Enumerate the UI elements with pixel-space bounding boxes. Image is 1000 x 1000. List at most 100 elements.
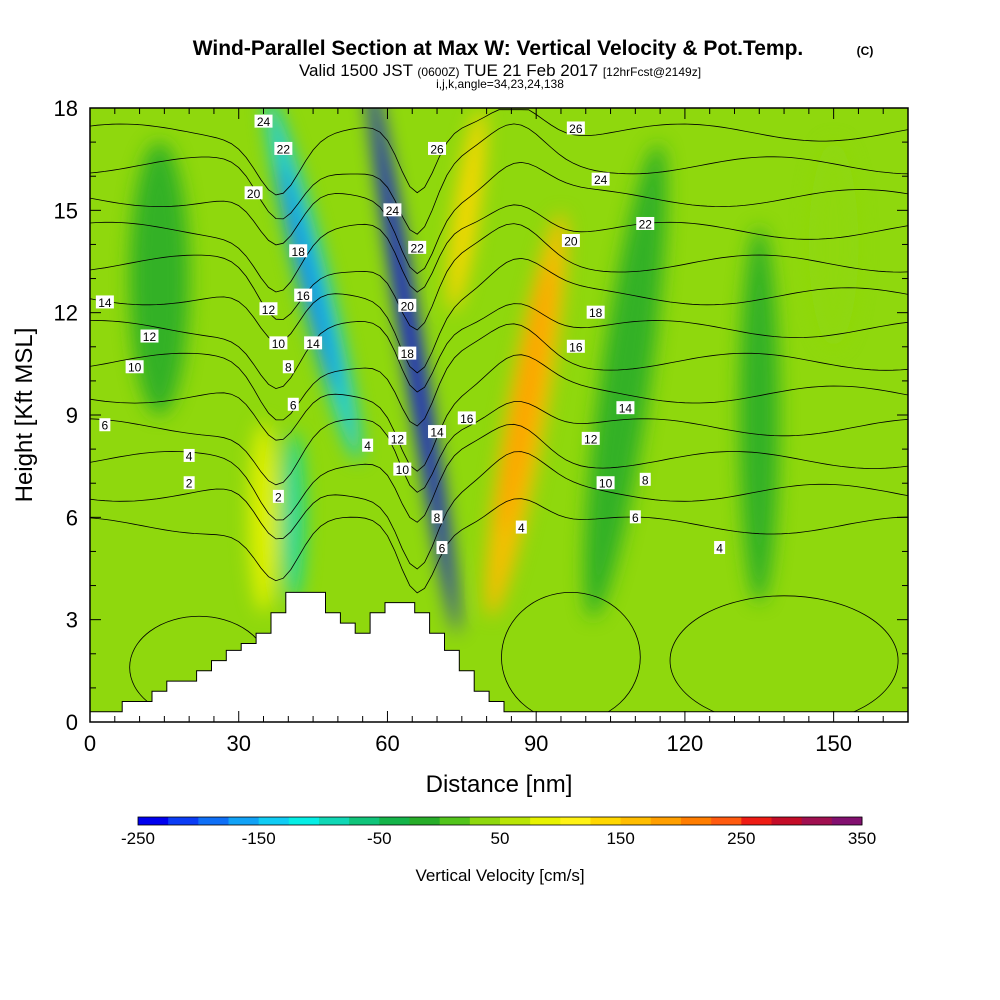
contour-label: 6 (629, 510, 641, 525)
contour-label: 14 (428, 425, 447, 440)
colorbar-tick-label: -250 (121, 829, 155, 848)
contour-label: 14 (616, 401, 635, 416)
contour-label: 22 (274, 141, 293, 156)
contour-label: 4 (183, 448, 195, 463)
theta-contours (90, 109, 908, 722)
colorbar-swatch (560, 817, 591, 825)
colorbar-swatch (620, 817, 652, 825)
contour-label-text: 12 (584, 432, 598, 446)
contour-label: 16 (294, 288, 313, 303)
contour-label: 10 (125, 360, 144, 375)
colorbar-swatch (349, 817, 380, 825)
contour-label: 12 (140, 329, 159, 344)
theta-contour (90, 354, 908, 472)
contour-label: 8 (431, 510, 443, 525)
contour-label: 18 (289, 244, 308, 259)
contour-label: 2 (272, 489, 284, 504)
contour-label-text: 20 (564, 235, 578, 249)
y-tick-label: 12 (54, 301, 78, 326)
y-tick-label: 0 (66, 710, 78, 735)
velocity-blob (739, 227, 780, 603)
contour-label-text: 14 (619, 402, 633, 416)
theta-contour (90, 423, 908, 523)
contour-label-text: 20 (247, 187, 261, 201)
colorbar-frame (137, 816, 863, 826)
contour-label-text: 22 (277, 142, 291, 156)
contour-label: 14 (95, 295, 114, 310)
contour-label-text: 6 (632, 511, 639, 525)
subtitle-valid: Valid 1500 JST (0600Z) TUE 21 Feb 2017 [… (299, 61, 701, 80)
colorbar: -250 -150 -50 50 150 250 350 (121, 816, 876, 848)
colorbar-swatch (439, 817, 471, 825)
contour-label-text: 22 (411, 241, 425, 255)
contour-label: 10 (393, 462, 412, 477)
y-axis-label: Height [Kft MSL] (11, 328, 38, 503)
contour-label: 6 (99, 418, 111, 433)
x-tick-label: 120 (667, 731, 704, 756)
contour-label-text: 6 (439, 542, 446, 556)
contour-label-text: 4 (716, 542, 723, 556)
contour-label: 26 (428, 141, 447, 156)
colorbar-swatch (168, 817, 199, 825)
contour-label-text: 2 (275, 490, 282, 504)
contour-label-text: 14 (98, 296, 112, 310)
contour-label: 18 (398, 346, 417, 361)
colorbar-label: Vertical Velocity [cm/s] (415, 866, 584, 885)
contour-label: 12 (581, 431, 600, 446)
contour-label: 24 (254, 114, 273, 129)
colorbar-tick-label: 350 (848, 829, 876, 848)
x-axis-label: Distance [nm] (426, 771, 573, 798)
subtitle-date: TUE 21 Feb 2017 (464, 61, 598, 80)
x-tick-label: 150 (815, 731, 852, 756)
subtitle-utc: (0600Z) (417, 65, 459, 79)
contour-label-text: 10 (272, 337, 286, 351)
contour-label: 8 (639, 472, 651, 487)
velocity-core (500, 263, 552, 533)
colorbar-tick-label: -150 (242, 829, 276, 848)
colorbar-swatch (831, 817, 863, 825)
contour-label: 24 (383, 203, 402, 218)
contour-label: 24 (591, 172, 610, 187)
colorbar-swatch (319, 817, 350, 825)
terrain (90, 591, 908, 722)
contour-label-text: 12 (262, 303, 276, 317)
contour-label-text: 20 (401, 299, 415, 313)
contour-label-text: 10 (599, 477, 613, 491)
contour-label-text: 2 (186, 477, 193, 491)
contour-label-text: 26 (430, 142, 444, 156)
theta-contour (90, 451, 908, 570)
theta-contour (90, 498, 908, 594)
copyright-mark: (C) (857, 44, 874, 58)
contour-label-text: 24 (257, 115, 271, 129)
colorbar-tick-label: 150 (606, 829, 634, 848)
colorbar-swatch (801, 817, 833, 825)
x-tick-label: 60 (375, 731, 399, 756)
x-tick-label: 0 (84, 731, 96, 756)
contour-label: 16 (457, 411, 476, 426)
contour-label-text: 16 (296, 289, 310, 303)
chart-title: Wind-Parallel Section at Max W: Vertical… (193, 37, 804, 60)
colorbar-swatch (288, 817, 320, 825)
theta-contour-closed (501, 591, 641, 722)
colorbar-swatch (500, 817, 531, 825)
colorbar-tick-label: 250 (727, 829, 755, 848)
theta-contour (90, 223, 908, 331)
contour-label: 6 (287, 397, 299, 412)
contour-label: 10 (269, 336, 288, 351)
contour-labels: 2422201816141210862242226201816141210864… (95, 114, 726, 556)
colorbar-swatch (138, 817, 169, 825)
y-tick-label: 15 (54, 198, 78, 223)
theta-contour (90, 257, 908, 374)
contour-label: 2 (183, 476, 195, 491)
colorbar-swatch (530, 817, 561, 825)
contour-label-text: 18 (401, 347, 415, 361)
theta-contour (90, 401, 908, 493)
contour-label: 8 (282, 360, 294, 375)
contour-label-text: 10 (128, 361, 142, 375)
subtitle-indices: i,j,k,angle=34,23,24,138 (436, 77, 564, 91)
contour-label-text: 12 (143, 330, 157, 344)
x-tick-label: 90 (524, 731, 548, 756)
velocity-blob (584, 144, 667, 618)
colorbar-tick-label: -50 (367, 829, 392, 848)
